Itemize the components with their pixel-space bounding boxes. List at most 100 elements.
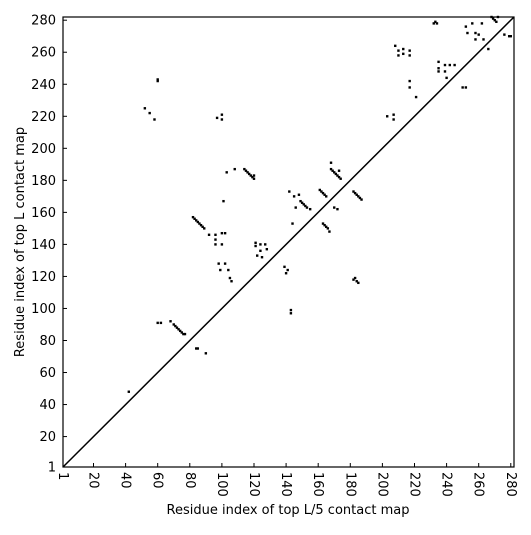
x-tick-label: 80 — [182, 472, 197, 489]
point — [445, 76, 448, 80]
y-tick-label: 240 — [31, 78, 56, 93]
point — [323, 223, 326, 227]
point — [148, 111, 151, 115]
point — [435, 22, 439, 25]
point — [352, 190, 355, 193]
point — [251, 175, 254, 179]
point — [461, 86, 464, 89]
point — [182, 332, 185, 336]
y-tick-label: 100 — [31, 302, 56, 317]
point — [156, 79, 159, 83]
point — [220, 118, 224, 121]
point — [308, 207, 312, 211]
point — [127, 390, 131, 393]
y-tick-label: 120 — [31, 270, 56, 285]
point — [183, 332, 187, 336]
point — [246, 171, 249, 174]
y-tick-label: 180 — [31, 174, 56, 189]
point — [214, 233, 217, 236]
y-tick-label: 60 — [39, 366, 56, 381]
point — [333, 206, 336, 209]
point — [292, 195, 296, 198]
point — [225, 171, 228, 174]
point — [244, 169, 248, 172]
point — [318, 188, 321, 192]
x-tick-label: 100 — [214, 472, 229, 497]
point — [215, 116, 219, 120]
x-tick-label: 180 — [342, 472, 357, 497]
point — [507, 35, 511, 38]
point — [464, 86, 468, 89]
point — [259, 243, 262, 246]
point — [286, 268, 289, 272]
y-tick-label: 80 — [39, 334, 56, 349]
point — [402, 52, 405, 56]
point — [394, 44, 397, 48]
point — [448, 63, 452, 67]
diagonal — [62, 16, 515, 468]
point — [143, 107, 147, 110]
point — [443, 63, 447, 67]
point — [219, 268, 222, 272]
point — [329, 167, 333, 171]
point — [352, 278, 355, 281]
point — [156, 78, 159, 81]
x-tick-label: 220 — [406, 472, 421, 497]
point — [283, 265, 286, 269]
point — [249, 174, 252, 177]
point — [223, 231, 227, 235]
point — [437, 60, 440, 64]
point — [228, 276, 232, 280]
point — [196, 347, 200, 350]
point — [402, 47, 405, 51]
y-axis-label: Residue index of top L contact map — [13, 127, 28, 357]
point — [159, 321, 163, 325]
point — [408, 79, 411, 83]
point — [491, 17, 495, 20]
x-tick-label: 1 — [55, 472, 70, 480]
point — [288, 190, 291, 193]
point — [493, 19, 496, 22]
point — [480, 22, 484, 25]
point — [198, 222, 201, 225]
point — [334, 172, 338, 176]
point — [321, 222, 325, 225]
point — [437, 67, 440, 70]
point — [223, 262, 227, 265]
point — [233, 167, 236, 171]
point — [336, 207, 339, 211]
point — [474, 38, 477, 41]
point — [386, 115, 389, 118]
point — [320, 190, 323, 193]
point — [252, 177, 256, 180]
point — [254, 244, 257, 248]
point — [495, 20, 498, 24]
x-tick-label: 280 — [503, 472, 518, 497]
point — [392, 113, 395, 116]
point — [503, 33, 506, 36]
point — [230, 280, 233, 283]
point — [222, 199, 225, 203]
point — [299, 199, 302, 203]
point — [414, 95, 418, 99]
point — [323, 193, 326, 196]
point — [357, 281, 360, 285]
point — [355, 280, 358, 283]
point — [243, 167, 246, 171]
point — [191, 215, 195, 219]
x-tick-label: 60 — [150, 472, 165, 489]
point — [321, 191, 325, 195]
point — [247, 172, 251, 176]
point — [220, 231, 224, 235]
point — [482, 38, 485, 41]
point — [353, 191, 357, 195]
point — [193, 217, 196, 220]
point — [217, 262, 220, 265]
point — [156, 321, 159, 325]
point — [195, 219, 198, 222]
point — [291, 222, 294, 225]
point — [203, 227, 206, 230]
point — [466, 31, 469, 35]
point — [329, 161, 333, 164]
